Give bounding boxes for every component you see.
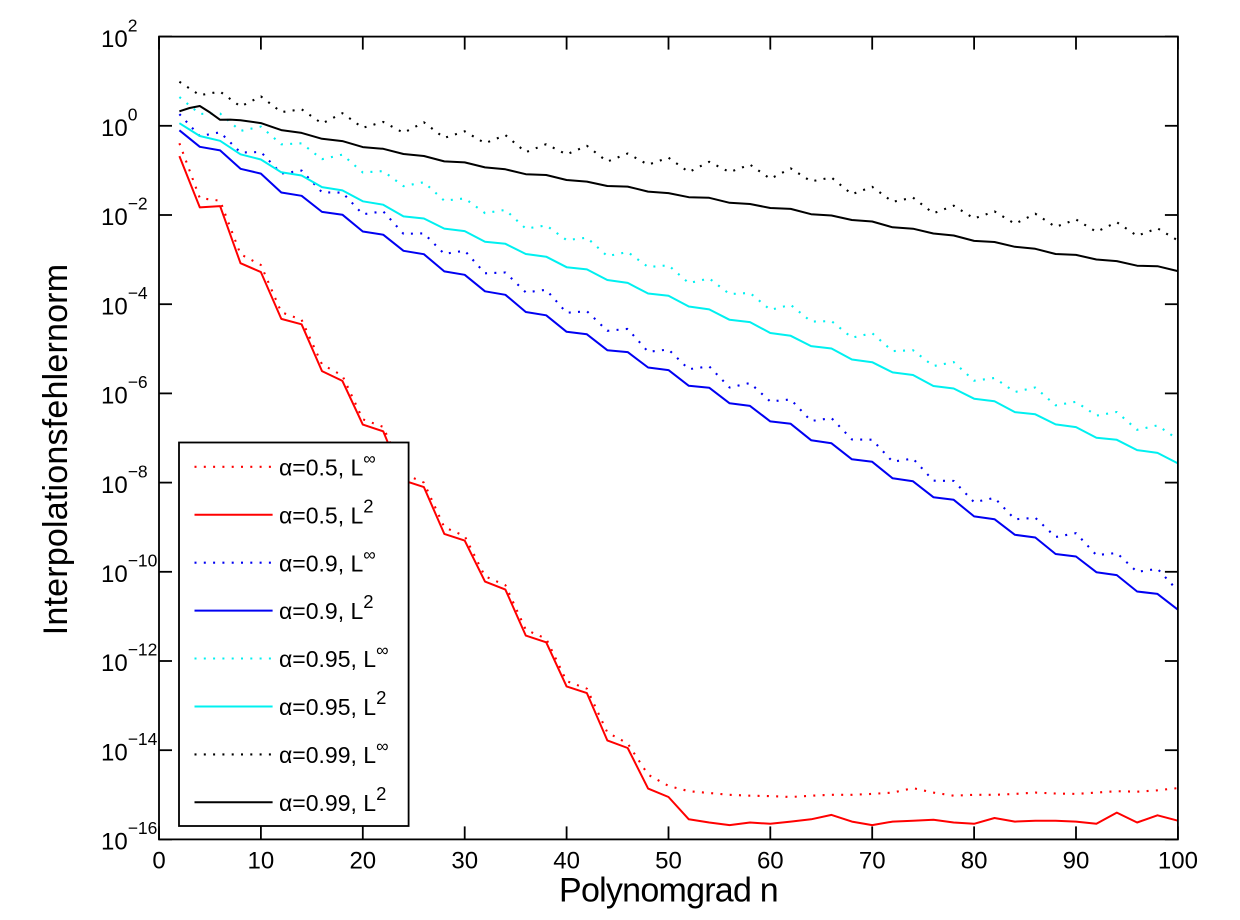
- svg-text:90: 90: [1063, 848, 1090, 875]
- svg-text:α=0.5, L∞: α=0.5, L∞: [279, 448, 376, 480]
- svg-text:α=0.95, L∞: α=0.95, L∞: [279, 640, 389, 672]
- svg-text:0: 0: [152, 848, 165, 875]
- svg-text:10: 10: [248, 848, 275, 875]
- svg-text:Polynomgrad n: Polynomgrad n: [559, 872, 778, 910]
- svg-text:70: 70: [859, 848, 886, 875]
- svg-text:α=0.99, L∞: α=0.99, L∞: [279, 736, 389, 768]
- svg-text:Interpolationsfehlernorm: Interpolationsfehlernorm: [37, 264, 75, 635]
- svg-text:40: 40: [553, 848, 580, 875]
- svg-text:60: 60: [757, 848, 784, 875]
- svg-text:30: 30: [451, 848, 478, 875]
- svg-text:100: 100: [1158, 848, 1198, 875]
- svg-text:80: 80: [961, 848, 988, 875]
- svg-text:50: 50: [655, 848, 682, 875]
- svg-text:20: 20: [349, 848, 376, 875]
- svg-text:α=0.9, L∞: α=0.9, L∞: [279, 544, 376, 576]
